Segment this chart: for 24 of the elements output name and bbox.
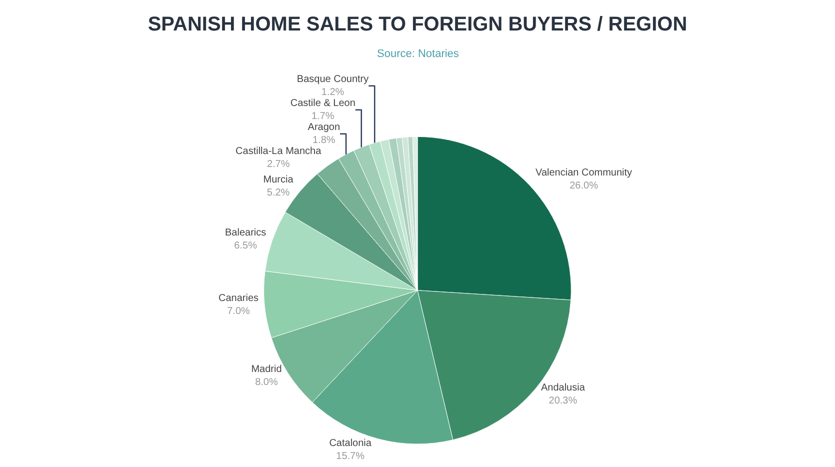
slice-label: Balearics	[224, 227, 266, 238]
data-label: 1.2%	[321, 86, 344, 98]
slice-label: Catalonia	[329, 438, 372, 450]
slice-label: Basque Country	[296, 74, 369, 85]
slice-label: Aragon	[308, 122, 340, 133]
chart-title: SPANISH HOME SALES TO FOREIGN BUYERS / REGION	[148, 13, 688, 36]
slice-label: Castilla-La Mancha	[236, 146, 322, 157]
chart-subtitle: Source: Notaries	[377, 48, 460, 60]
slice-label: Murcia	[263, 174, 294, 186]
data-label: 20.3%	[548, 395, 578, 406]
data-label: 1.8%	[312, 134, 336, 146]
slice-label: Madrid	[251, 364, 282, 376]
slice-label: Andalusia	[540, 382, 586, 394]
data-label: 1.7%	[311, 110, 334, 122]
slice-label: Canaries	[218, 292, 259, 304]
data-label: 5.2%	[266, 188, 290, 199]
data-label: 7.0%	[227, 306, 250, 317]
slice-label: Valencian Community	[536, 168, 632, 179]
data-label: 26.0%	[570, 180, 598, 192]
slice-label: Castile & Leon	[290, 98, 356, 109]
data-label: 8.0%	[255, 377, 278, 388]
data-label: 6.5%	[234, 240, 258, 252]
data-label: 2.7%	[266, 158, 290, 170]
data-label: 15.7%	[336, 451, 365, 462]
